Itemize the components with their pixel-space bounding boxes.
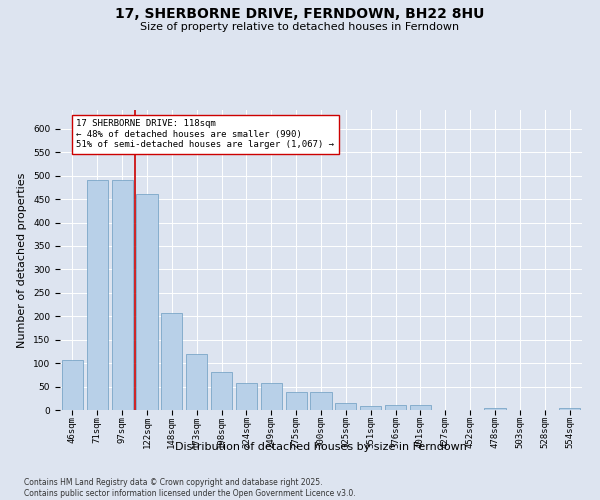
Bar	[310, 392, 332, 410]
Bar	[186, 354, 207, 410]
Bar	[360, 406, 381, 410]
Bar	[211, 372, 232, 410]
Bar	[559, 408, 580, 410]
Bar	[335, 404, 356, 410]
Bar	[236, 383, 257, 410]
Bar	[136, 194, 158, 410]
Bar	[286, 392, 307, 410]
Bar	[87, 180, 108, 410]
Text: Size of property relative to detached houses in Ferndown: Size of property relative to detached ho…	[140, 22, 460, 32]
Bar	[62, 360, 83, 410]
Bar	[161, 312, 182, 410]
Bar	[385, 406, 406, 410]
Text: 17, SHERBORNE DRIVE, FERNDOWN, BH22 8HU: 17, SHERBORNE DRIVE, FERNDOWN, BH22 8HU	[115, 8, 485, 22]
Bar	[484, 408, 506, 410]
Bar	[112, 180, 133, 410]
Text: Distribution of detached houses by size in Ferndown: Distribution of detached houses by size …	[175, 442, 467, 452]
Y-axis label: Number of detached properties: Number of detached properties	[17, 172, 28, 348]
Bar	[261, 383, 282, 410]
Bar	[410, 406, 431, 410]
Text: 17 SHERBORNE DRIVE: 118sqm
← 48% of detached houses are smaller (990)
51% of sem: 17 SHERBORNE DRIVE: 118sqm ← 48% of deta…	[76, 120, 334, 149]
Text: Contains HM Land Registry data © Crown copyright and database right 2025.
Contai: Contains HM Land Registry data © Crown c…	[24, 478, 356, 498]
